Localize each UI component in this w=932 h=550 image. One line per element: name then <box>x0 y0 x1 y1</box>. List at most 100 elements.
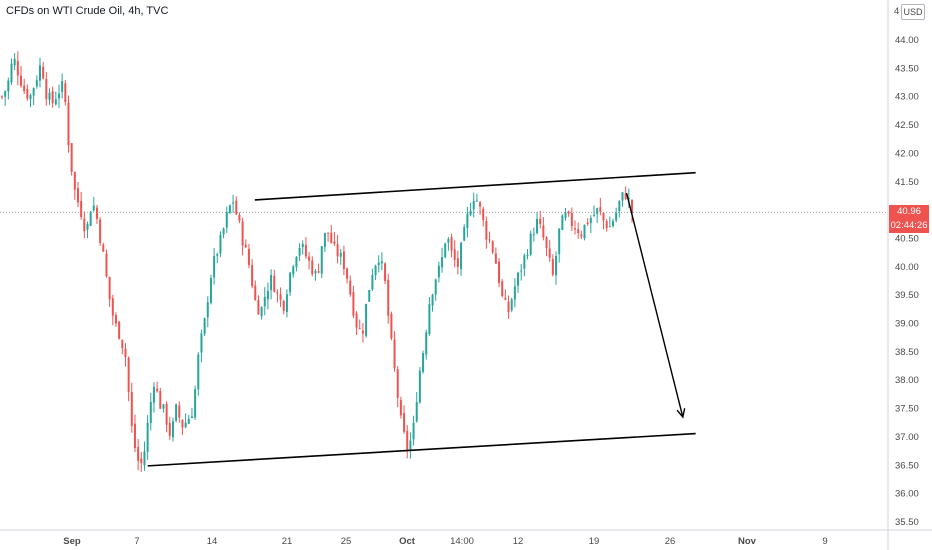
candle-body <box>377 262 380 266</box>
candle-body <box>567 211 570 214</box>
candle-body <box>95 207 98 219</box>
y-axis-ticks: 44.0043.5043.0042.5042.0041.5041.0040.50… <box>895 35 919 528</box>
candle-body <box>621 192 624 201</box>
candle-body <box>168 422 171 436</box>
candle-body <box>301 243 304 248</box>
y-tick-label: 42.00 <box>895 148 919 159</box>
chart-title: CFDs on WTI Crude Oil, 4h, TVC <box>6 5 169 17</box>
candle-body <box>384 263 387 281</box>
candle-body <box>456 258 459 268</box>
candle-body <box>330 232 333 243</box>
candle-body <box>339 252 342 257</box>
x-axis-ticks: Sep 7 14 21 25 Oct 14:00 12 19 26 Nov 9 <box>63 536 827 547</box>
candle-body <box>593 214 596 216</box>
candle-body <box>574 228 577 230</box>
candle-body <box>190 416 193 418</box>
candle-body <box>146 422 149 452</box>
candle-body <box>127 357 130 393</box>
currency-button[interactable]: USD <box>901 4 925 20</box>
y-tick-label: 43.50 <box>895 63 919 74</box>
y-tick-label: 36.50 <box>895 460 919 471</box>
candle-body <box>209 278 212 303</box>
candle-body <box>314 271 317 274</box>
candle-body <box>149 401 152 424</box>
candle-body <box>504 297 507 300</box>
candle-body <box>399 400 402 416</box>
candle-body <box>295 257 298 268</box>
candle-body <box>304 245 307 257</box>
candle-body <box>121 339 124 349</box>
candle-body <box>311 260 314 275</box>
candle-body <box>437 265 440 278</box>
candle-body <box>162 404 165 409</box>
y-tick-label: 41.50 <box>895 177 919 188</box>
candle-body <box>219 234 222 254</box>
candle-body <box>450 237 453 251</box>
candle-body <box>488 239 491 241</box>
candle-body <box>577 229 580 234</box>
candle-body <box>114 315 117 324</box>
candle-body <box>586 222 589 225</box>
candle-body <box>555 255 558 276</box>
candle-body <box>29 94 32 100</box>
candle-body <box>206 302 209 318</box>
y-tick-partial: 4 <box>894 6 899 17</box>
y-tick-label: 37.00 <box>895 432 919 443</box>
candle-body <box>526 254 529 256</box>
candle-body <box>472 200 475 210</box>
candle-body <box>403 413 406 432</box>
candle-body <box>412 422 415 440</box>
lower-trendline[interactable] <box>147 432 696 467</box>
candle-body <box>89 211 92 226</box>
x-tick-label: 25 <box>341 536 352 547</box>
candle-body <box>418 370 421 403</box>
candle-body <box>48 92 51 100</box>
candle-body <box>463 226 466 241</box>
candle-body <box>336 244 339 257</box>
y-tick-label: 35.50 <box>895 517 919 528</box>
candle-body <box>624 193 627 199</box>
candle-body <box>317 271 320 273</box>
candle-body <box>342 251 345 270</box>
candle-body <box>254 285 257 300</box>
candle-body <box>152 386 155 403</box>
candle-body <box>197 354 200 390</box>
candle-body <box>371 274 374 290</box>
forecast-arrow[interactable] <box>625 192 684 418</box>
candle-body <box>627 198 630 200</box>
candle-body <box>425 332 428 355</box>
candle-body <box>368 289 371 302</box>
candle-body <box>276 292 279 294</box>
candle-body <box>178 405 181 418</box>
candle-body <box>441 257 444 268</box>
candle-body <box>536 218 539 234</box>
last-price-badge: 40.96 <box>889 205 929 220</box>
candle-body <box>184 422 187 428</box>
candle-body <box>19 75 22 86</box>
candle-body <box>241 221 244 246</box>
candle-body <box>469 210 472 215</box>
candle-body <box>23 85 26 92</box>
candle-body <box>415 402 418 422</box>
candle-body <box>570 213 573 227</box>
candle-body <box>222 228 225 235</box>
candle-body <box>558 228 561 255</box>
x-tick-label: 7 <box>134 536 139 547</box>
candle-body <box>602 213 605 221</box>
candle-body <box>42 66 45 79</box>
candle-body <box>529 233 532 255</box>
candle-body <box>513 286 516 300</box>
countdown-badge: 02:44:26 <box>889 219 929 234</box>
candle-body <box>35 80 38 87</box>
candle-body <box>200 333 203 353</box>
upper-trendline[interactable] <box>254 171 696 201</box>
candle-body <box>86 223 89 230</box>
candle-body <box>532 234 535 236</box>
candle-body <box>390 313 393 339</box>
candle-body <box>507 301 510 313</box>
candle-body <box>159 390 162 409</box>
x-tick-label: 14:00 <box>450 536 474 547</box>
y-tick-label: 40.00 <box>895 262 919 273</box>
candle-body <box>599 207 602 212</box>
